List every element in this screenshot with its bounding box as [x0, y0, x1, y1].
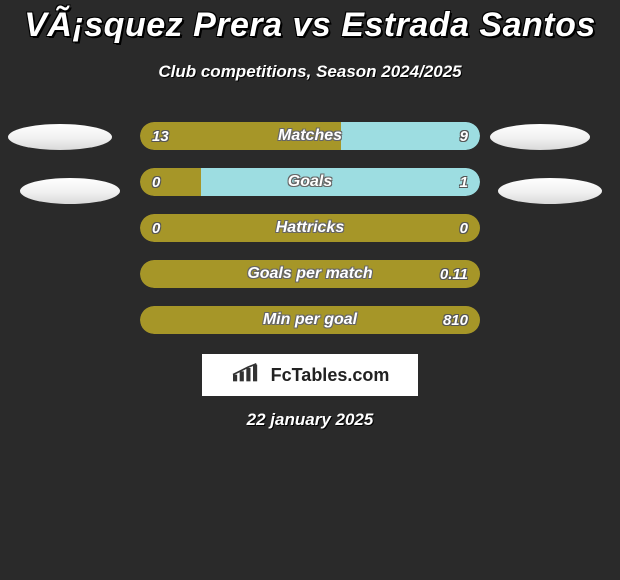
stat-bar-left	[140, 122, 341, 150]
stat-row: 00Hattricks	[140, 214, 480, 242]
brand-text: FcTables.com	[271, 365, 390, 386]
stat-bar-right	[201, 168, 480, 196]
stat-value-right: 9	[460, 122, 468, 150]
stat-rows: 139Matches01Goals00Hattricks0.11Goals pe…	[140, 122, 480, 352]
stat-bar-left	[140, 168, 201, 196]
comparison-subtitle: Club competitions, Season 2024/2025	[0, 62, 620, 82]
stat-value-right: 0.11	[440, 260, 468, 288]
stat-value-right: 810	[443, 306, 468, 334]
comparison-title: VÃ¡squez Prera vs Estrada Santos	[0, 6, 620, 45]
stat-row: 01Goals	[140, 168, 480, 196]
bar-chart-icon	[231, 363, 265, 388]
decorative-ellipse	[498, 178, 602, 204]
decorative-ellipse	[20, 178, 120, 204]
stat-bar-left	[140, 214, 480, 242]
decorative-ellipse	[490, 124, 590, 150]
stat-row: 0.11Goals per match	[140, 260, 480, 288]
stat-value-right: 0	[460, 214, 468, 242]
brand-badge: FcTables.com	[202, 354, 418, 396]
snapshot-date: 22 january 2025	[0, 410, 620, 430]
stat-row: 139Matches	[140, 122, 480, 150]
stat-value-left: 0	[152, 168, 160, 196]
stat-row: 810Min per goal	[140, 306, 480, 334]
stat-bar-left	[140, 306, 480, 334]
stat-bar-left	[140, 260, 480, 288]
stat-value-left: 13	[152, 122, 169, 150]
stat-value-right: 1	[460, 168, 468, 196]
stat-value-left: 0	[152, 214, 160, 242]
decorative-ellipse	[8, 124, 112, 150]
